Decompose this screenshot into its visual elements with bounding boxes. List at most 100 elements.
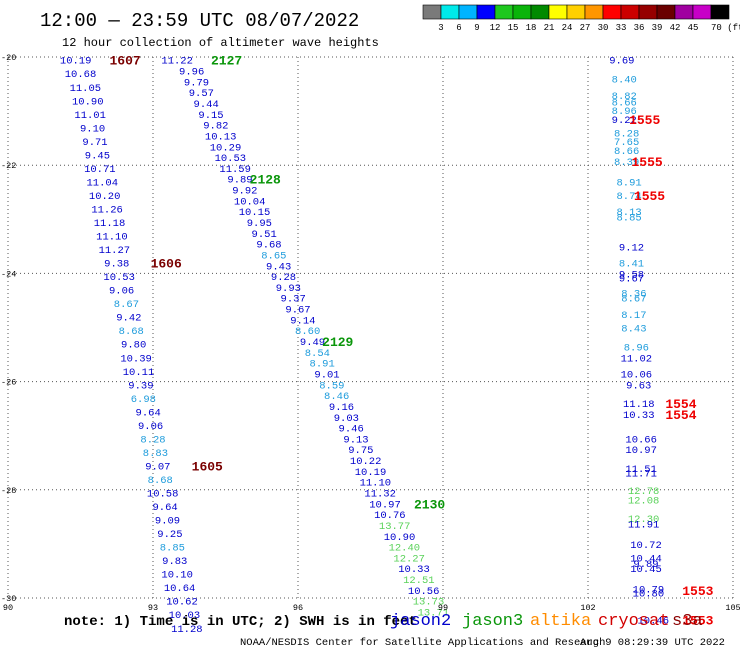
wave-height-value: 8.41	[619, 259, 644, 271]
footer-note: note: 1) Time is in UTC; 2) SWH is in fe…	[64, 614, 417, 630]
wave-height-value: 8.68	[148, 475, 173, 487]
wave-height-value: 8.66	[614, 146, 639, 158]
wave-height-value: 9.28	[271, 272, 296, 284]
wave-height-value: 8.43	[621, 324, 646, 336]
wave-height-value: 10.33	[398, 564, 430, 576]
x-tick-label: 90	[3, 603, 13, 613]
wave-height-value: 10.19	[355, 467, 387, 479]
map-title: 12:00 — 23:59 UTC 08/07/2022	[40, 10, 359, 32]
wave-height-value: 9.16	[329, 402, 354, 414]
wave-height-value: 11.18	[623, 399, 655, 411]
colorbar-swatch	[548, 4, 568, 20]
colorbar-swatch	[656, 4, 676, 20]
wave-height-value: 9.13	[343, 434, 368, 446]
wave-height-value: 10.53	[215, 153, 247, 165]
pass-time-label: 2129	[322, 335, 353, 350]
wave-height-value: 10.80	[633, 589, 665, 601]
colorbar-swatch	[566, 4, 586, 20]
x-tick-label: 105	[725, 603, 740, 613]
wave-height-value: 9.67	[285, 305, 310, 317]
wave-height-value: 9.06	[109, 286, 134, 298]
wave-height-value: 9.71	[82, 137, 107, 149]
wave-height-value: 9.92	[232, 186, 257, 198]
x-tick-label: 102	[580, 603, 595, 613]
pass-time-label: 1555	[629, 113, 660, 128]
track-points: 10.1910.6811.0510.9011.019.109.719.4510.…	[60, 56, 669, 636]
wave-height-value: 9.89	[227, 175, 252, 187]
wave-height-value: 10.29	[210, 142, 242, 154]
wave-height-value: 11.91	[628, 519, 660, 531]
wave-height-value: 13.71	[418, 608, 450, 620]
wave-height-value: 8.96	[624, 342, 649, 354]
wave-height-value: 10.33	[623, 410, 655, 422]
colorbar-label: 33	[616, 23, 627, 33]
pass-time-label: 1606	[151, 257, 182, 272]
wave-height-value: 8.74	[616, 191, 641, 203]
wave-height-value: 8.17	[621, 310, 646, 322]
wave-height-value: 12.08	[628, 496, 660, 508]
footer-timestamp: Aug 9 08:29:39 UTC 2022	[580, 637, 725, 649]
colorbar-label: 15	[508, 23, 519, 33]
colorbar-label: 6	[456, 23, 461, 33]
wave-height-value: 6.98	[131, 394, 156, 406]
wave-height-value: 12.30	[628, 514, 660, 526]
wave-height-value: 11.10	[360, 478, 392, 490]
colorbar-swatch	[710, 4, 730, 20]
wave-height-value: 9.01	[314, 369, 339, 381]
wave-height-value: 8.46	[324, 391, 349, 403]
wave-height-value: 8.68	[119, 326, 144, 338]
wave-height-value: 8.91	[310, 359, 335, 371]
wave-height-value: 9.51	[252, 229, 277, 241]
wave-height-value: 8.36	[621, 288, 646, 300]
wave-height-value: 9.57	[189, 88, 214, 100]
wave-height-value: 10.46	[637, 616, 669, 628]
time-labels: 1607 2127 1555 1555 1555 2128 1606 2129 15541554…	[110, 54, 714, 629]
wave-height-value: 10.15	[239, 207, 271, 219]
colorbar-swatch	[620, 4, 640, 20]
wave-height-value: 9.64	[152, 502, 177, 514]
colorbar-label: 42	[670, 23, 681, 33]
y-tick-label: -30	[1, 594, 16, 604]
wave-height-value: 9.43	[266, 261, 291, 273]
satellite-legend: jason2 jason3 altika cryosat s3a	[390, 612, 703, 631]
wave-height-value: 11.01	[74, 110, 106, 122]
satellite-legend-jason3: jason3	[462, 612, 523, 631]
wave-height-value: 10.53	[103, 272, 135, 284]
wave-height-value: 9.39	[128, 380, 153, 392]
wave-height-value: 8.67	[621, 294, 646, 306]
satellite-legend-cryosat: cryosat	[598, 612, 669, 631]
wave-height-value: 8.13	[616, 207, 641, 219]
wave-height-value: 10.44	[630, 553, 662, 565]
wave-height-value: 11.22	[161, 56, 193, 68]
wave-height-value: 8.59	[319, 380, 344, 392]
wave-height-value: 11.10	[96, 232, 128, 244]
wave-height-value: 9.42	[116, 313, 141, 325]
wave-height-value: 9.44	[194, 99, 219, 111]
colorbar-swatch	[530, 4, 550, 20]
grid-lines	[7, 56, 734, 599]
wave-height-value: 8.65	[261, 250, 286, 262]
wave-height-value: 11.32	[364, 489, 396, 501]
wave-height-value: 9.67	[619, 274, 644, 286]
wave-height-value: 13.73	[413, 597, 445, 609]
wave-height-value: 9.22	[612, 115, 637, 127]
satellite-legend-altika: altika	[530, 612, 591, 631]
x-tick-label: 93	[148, 603, 158, 613]
wave-height-value: 8.83	[143, 448, 168, 460]
wave-height-value: 9.80	[121, 340, 146, 352]
wave-height-value: 9.09	[155, 516, 180, 528]
wave-height-value: 12.51	[403, 575, 435, 587]
colorbar-swatch	[602, 4, 622, 20]
pass-time-label: 1555	[632, 155, 663, 170]
colorbar-label: 9	[474, 23, 479, 33]
y-tick-label: -20	[1, 53, 16, 63]
axis-labels: 90 93 96 99 102 105 -20 -22 -24 -26 -28 -30	[1, 53, 740, 613]
y-tick-label: -22	[1, 161, 16, 171]
wave-height-value: 9.82	[203, 121, 228, 133]
wave-height-value: 10.45	[630, 564, 662, 576]
pass-time-label: 1553	[682, 614, 713, 629]
pass-time-label: 1607	[110, 54, 141, 69]
wave-height-value: 11.04	[86, 177, 118, 189]
